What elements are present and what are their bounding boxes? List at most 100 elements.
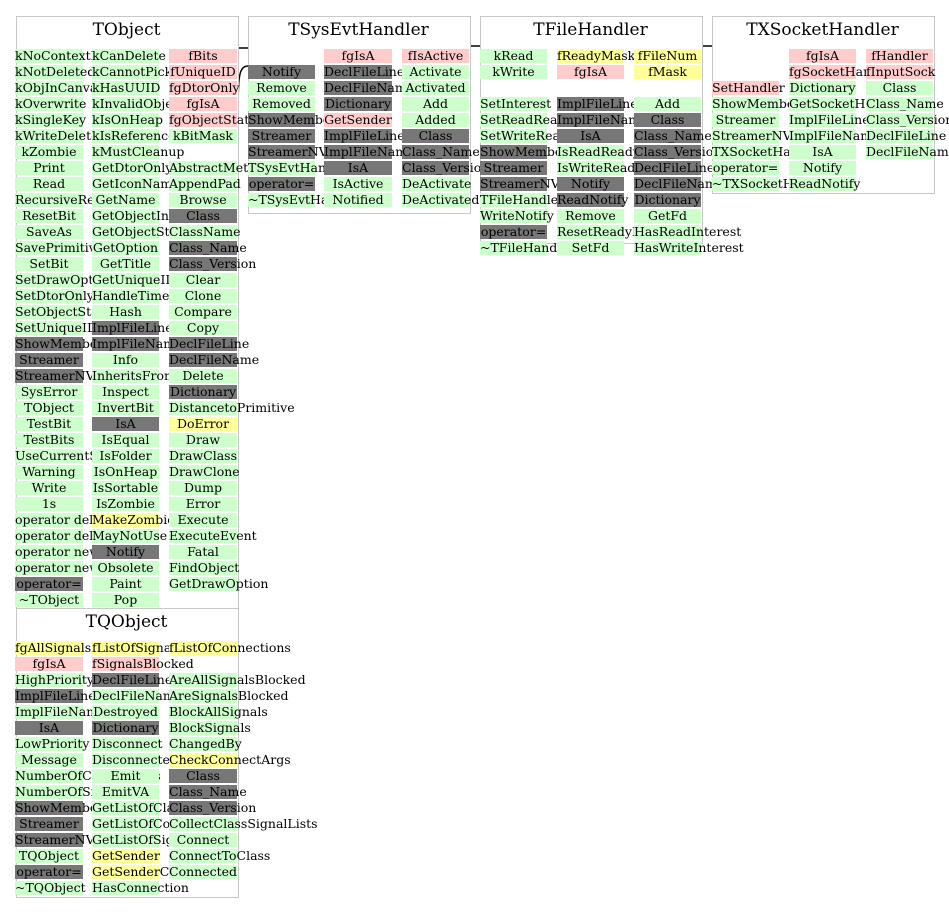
class-member: Removed	[248, 97, 315, 111]
class-member: CheckConnectArgs	[169, 752, 291, 767]
class-member: Clone	[169, 289, 237, 303]
class-member: GetName	[92, 193, 159, 207]
class-member: 1s	[15, 497, 83, 511]
class-member: GetSocketHandler	[789, 96, 907, 111]
class-member: SetHandler	[712, 80, 785, 95]
member-column: kNoContextMenu kNotDeleted kObjInCanvas kOv…	[15, 48, 129, 609]
class-member: Error	[169, 497, 237, 511]
class-member: GetSender	[92, 848, 160, 863]
class-member: IsWriteReady	[557, 160, 643, 175]
class-member: IsA	[557, 129, 624, 143]
class-member: IsA	[15, 721, 83, 735]
class-member: kNotDeleted	[15, 64, 96, 79]
class-member: kCannotPick	[92, 64, 173, 79]
class-member: MayNotUse	[92, 528, 168, 543]
class-member: Add	[402, 97, 469, 111]
class-member: operator new	[15, 544, 100, 559]
class-member: DeclFileLine	[92, 672, 173, 687]
class-member: AbstractMethod	[169, 160, 272, 175]
class-member: fgIsA	[324, 49, 392, 63]
class-member: SetObjectStat	[15, 304, 104, 319]
class-member: DeclFileLine	[866, 128, 947, 143]
class-title-txsockethandler: TXSocketHandler	[746, 20, 899, 40]
class-member: GetListOfConnections	[92, 817, 232, 831]
class-member: Dictionary	[634, 192, 701, 207]
class-member: operator delete	[15, 512, 114, 527]
class-member: fgSocketHandler	[789, 64, 897, 79]
class-member: DeclFileName	[634, 176, 725, 191]
class-member: Message	[15, 753, 83, 767]
class-member: DeActivate	[402, 176, 472, 191]
class-member: GetIconName	[92, 176, 180, 191]
class-member: ConnectToClass	[169, 848, 271, 863]
class-member: fgObjectStat	[169, 112, 250, 127]
class-member: Destroyed	[92, 704, 159, 719]
class-member: TestBits	[15, 433, 83, 447]
member-column: fgIsA fgSocketHandler Dictionary GetSocketH…	[789, 49, 907, 193]
class-member: ExecuteEvent	[169, 528, 257, 543]
class-member: Activate	[402, 65, 469, 79]
class-member: Class_Version	[169, 256, 257, 271]
class-member: StreamerNVirtual	[712, 128, 826, 143]
class-member: InheritsFrom	[92, 368, 176, 383]
member-column: kRead kWrite SetInterest SetReadReady SetWri…	[480, 49, 594, 257]
class-member: kNoContextMenu	[15, 48, 127, 63]
class-member: ~TFileHandler	[480, 240, 575, 255]
class-member: Class	[169, 209, 237, 223]
class-member: ImplFileName	[789, 128, 880, 143]
class-member: Class_Version	[169, 800, 257, 815]
class-member: kOverwrite	[15, 96, 87, 111]
class-member: Warning	[15, 465, 83, 479]
class-member: Class_Name	[402, 144, 480, 159]
class-member: ImplFileLine	[557, 96, 638, 111]
member-column: fIsActive Activate Activated Add Added Class C…	[402, 49, 489, 209]
class-member: Fatal	[169, 545, 237, 559]
class-member: Remove	[248, 81, 315, 95]
class-member: kWriteDelete	[15, 128, 99, 143]
class-member: StreamerNVirtual	[15, 832, 129, 847]
class-member: HasWriteInterest	[634, 240, 744, 255]
class-member: ShowMembers	[480, 144, 575, 159]
class-member: fgIsA	[169, 97, 237, 111]
class-member: DeclFileName	[169, 352, 260, 367]
class-member: Hash	[92, 305, 159, 319]
class-member: Notify	[557, 177, 624, 191]
member-column: fHandler fInputSock Class Class_Name Class_V…	[866, 49, 949, 161]
class-member: fFileNum	[634, 49, 701, 63]
class-member: IsZombie	[92, 497, 159, 511]
class-member: kHasUUID	[92, 80, 161, 95]
class-member: GetSenderClassName	[92, 865, 231, 879]
member-column: fgIsA DeclFileLine DeclFileName Dictionary G…	[324, 49, 415, 209]
class-member: ShowMembers	[15, 800, 110, 815]
class-member: fSignalsBlocked	[92, 656, 194, 671]
class-member: DrawClass	[169, 448, 237, 463]
class-member: MakeZombie	[92, 512, 175, 527]
class-member: FindObject	[169, 560, 240, 575]
class-member: DistancetoPrimitive	[169, 400, 295, 415]
class-title-tfilehandler: TFileHandler	[533, 20, 648, 40]
class-member: Class	[402, 129, 469, 143]
class-member: SysError	[15, 385, 83, 399]
class-member: ~TXSocketHandler	[712, 176, 835, 191]
class-member: fgAllSignalsBlocked	[15, 640, 142, 655]
class-member: IsActive	[324, 177, 392, 191]
class-member: BlockAllSignals	[169, 704, 268, 719]
class-member: ImplFileName	[557, 112, 648, 127]
class-member: SavePrimitive	[15, 240, 104, 255]
class-member: IsA	[324, 161, 392, 175]
class-member: ClassName	[169, 224, 241, 239]
class-member: ImplFileLine	[15, 688, 96, 703]
class-member: ~TQObject	[15, 880, 86, 895]
class-member: Pop	[92, 593, 159, 607]
class-member: fBits	[169, 49, 237, 63]
class-member: Emit	[92, 769, 159, 783]
class-member: DeclFileLine	[169, 336, 250, 351]
class-member: HasReadInterest	[634, 224, 742, 239]
class-member: DeclFileName	[92, 688, 183, 703]
class-member: ResetReadyMask	[557, 224, 667, 239]
class-member: DrawClone	[169, 464, 240, 479]
class-member: kZombie	[15, 145, 83, 159]
class-member: Streamer	[480, 161, 547, 175]
class-member: GetSender	[324, 112, 392, 127]
class-member: Connect	[169, 833, 237, 847]
